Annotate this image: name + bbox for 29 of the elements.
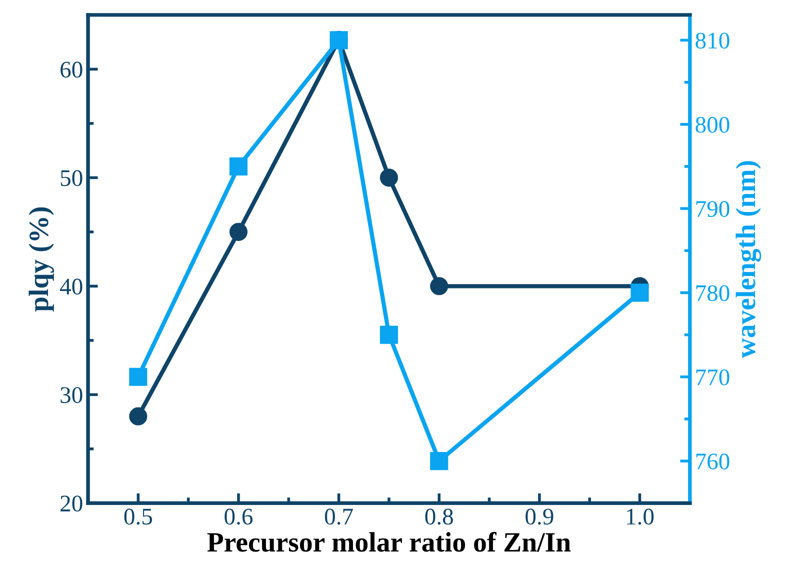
y2-tick-label: 810: [696, 32, 730, 49]
x-axis-title: Precursor molar ratio of Zn/In: [207, 532, 571, 552]
point: [380, 326, 398, 344]
y2-tick-label: 790: [696, 201, 730, 217]
x-tick-label: 1.0: [627, 508, 654, 525]
y-tick-label: 30: [60, 387, 82, 404]
y-tick-label: 20: [60, 496, 82, 512]
point: [129, 368, 148, 386]
point: [430, 452, 448, 470]
y-tick-label: 40: [60, 278, 82, 295]
y2-tick-label: 770: [696, 369, 730, 386]
point: [229, 222, 248, 241]
y2-axis-title: wavelength (nm): [736, 161, 762, 358]
y-axis-title: plqy (%): [28, 207, 54, 312]
y-tick-label: 60: [60, 62, 82, 78]
x-tick-label: 0.6: [224, 508, 253, 525]
point: [229, 157, 248, 176]
x-tick-label: 0.8: [425, 508, 453, 525]
y-tick-label: 50: [60, 170, 82, 186]
y2-tick-label: 760: [696, 454, 730, 470]
x-tick-label: 0.7: [324, 508, 353, 525]
point: [380, 168, 398, 187]
point: [430, 277, 448, 296]
point: [630, 284, 649, 302]
x-tick-label: 0.9: [526, 508, 554, 525]
x-tick-label: 0.5: [124, 508, 152, 525]
y2-tick-label: 780: [696, 285, 730, 302]
y2-tick-label: 800: [696, 116, 730, 133]
point: [129, 407, 148, 426]
